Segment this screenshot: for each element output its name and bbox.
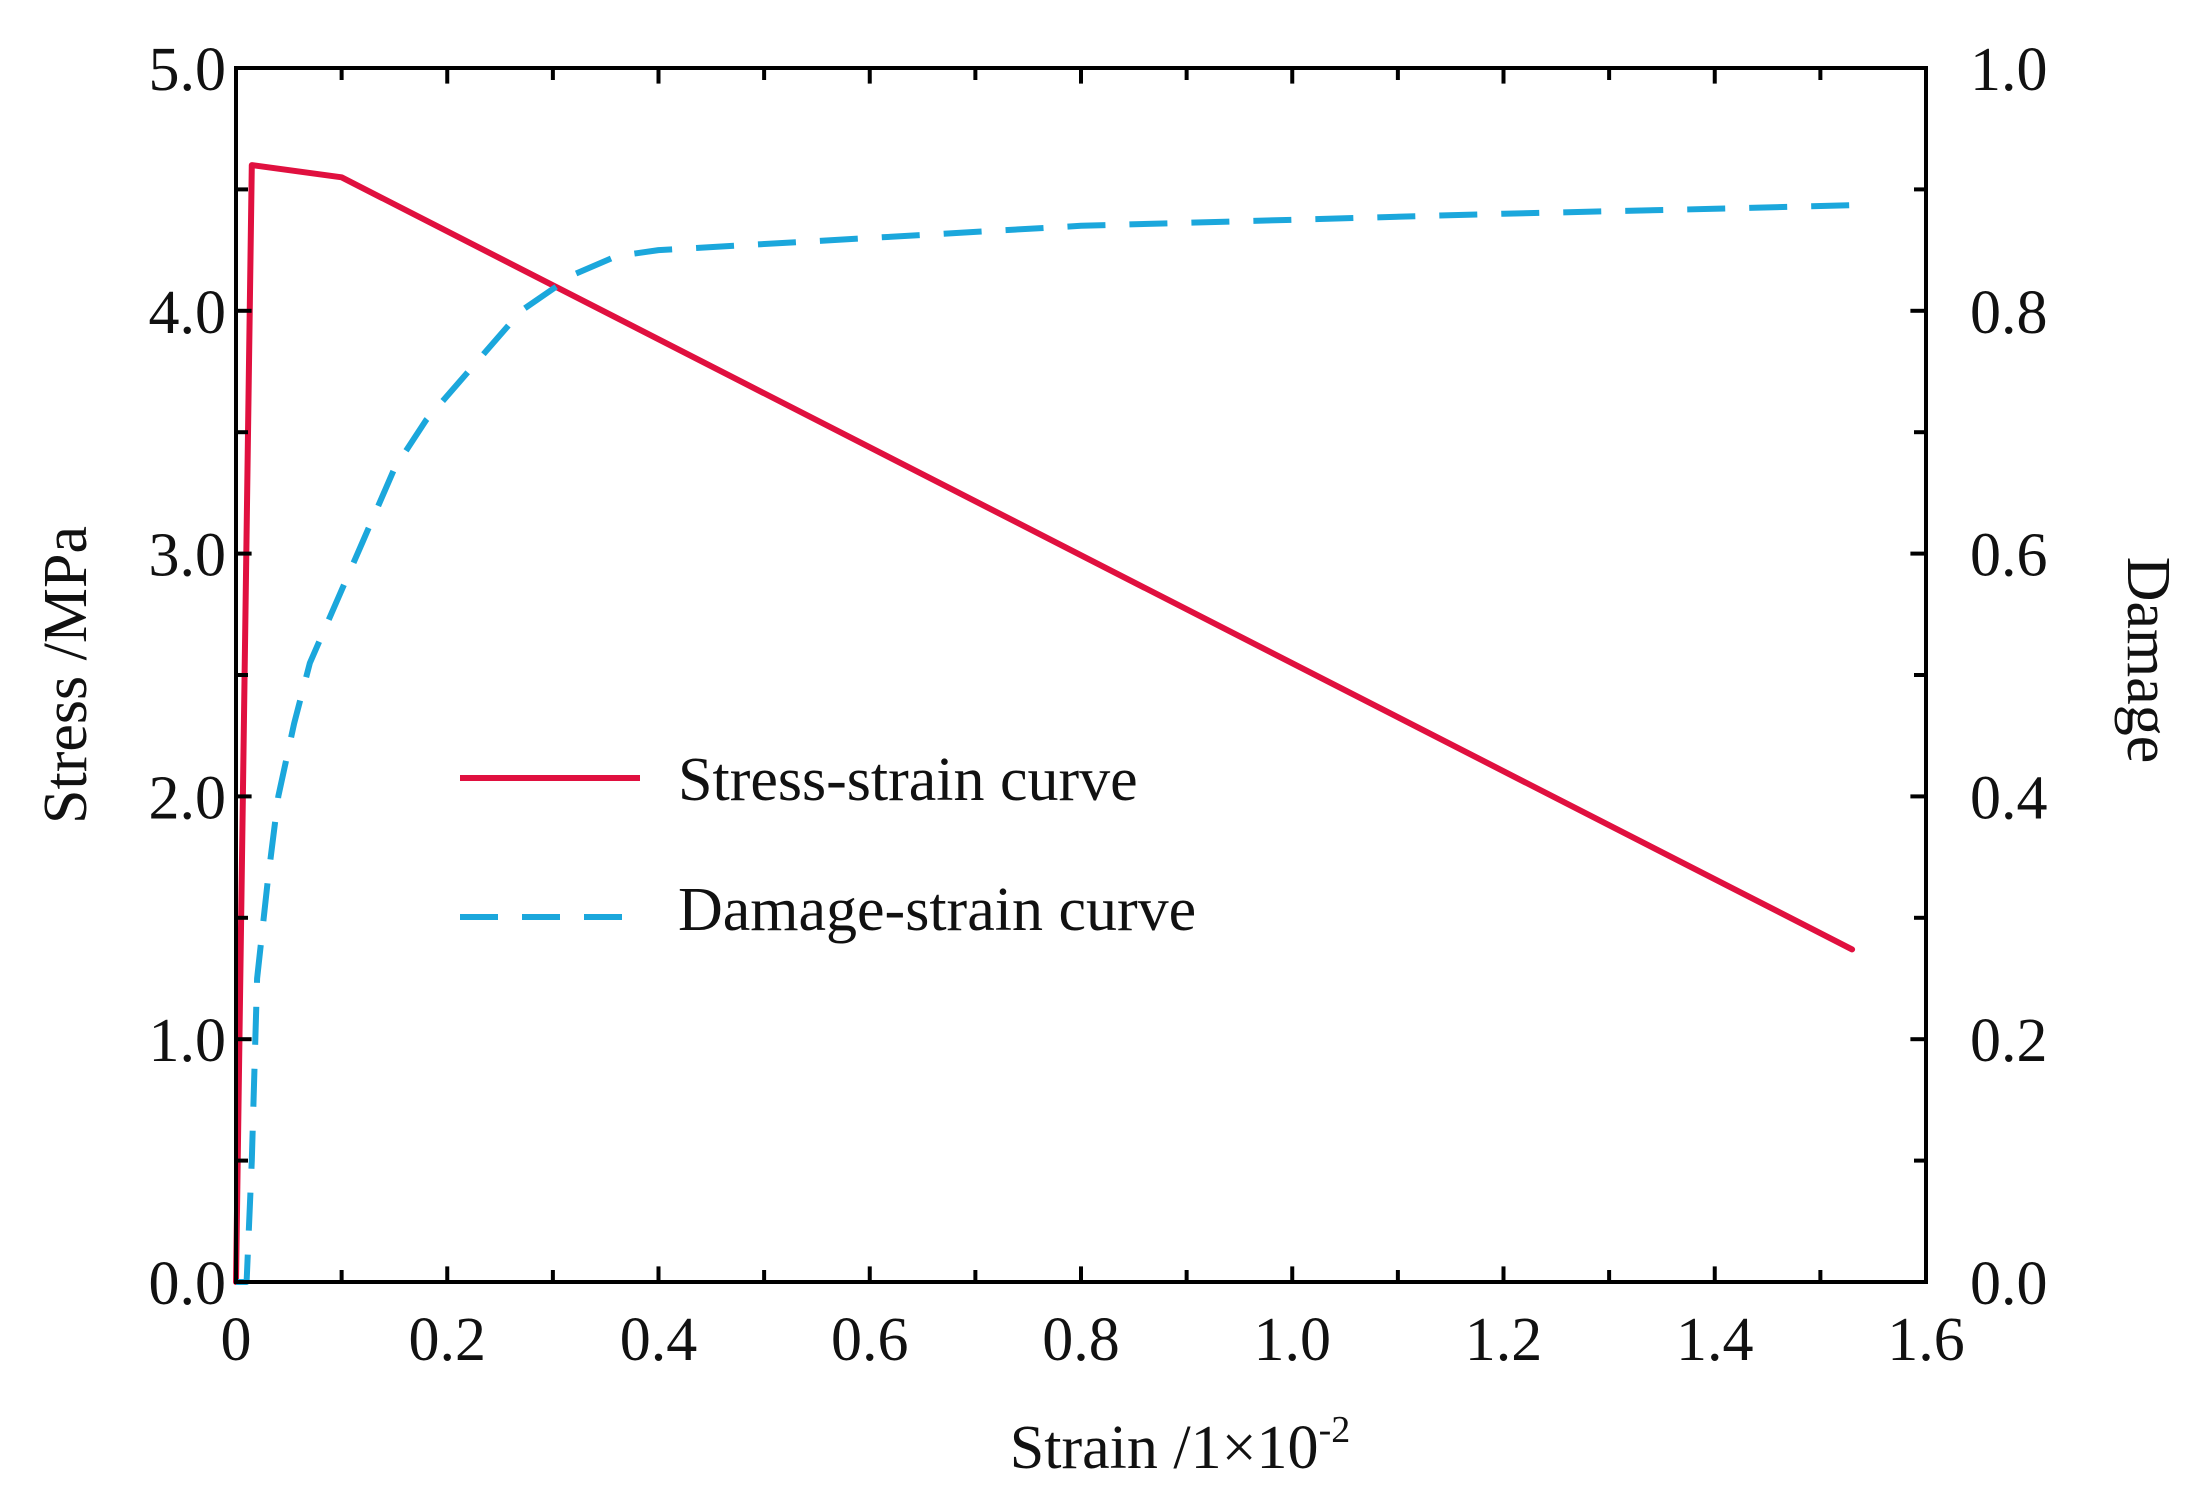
y-left-axis-title: Stress /MPa: [32, 526, 100, 824]
x-tick-label: 0.4: [620, 1306, 698, 1374]
x-tick-label: 1.4: [1676, 1306, 1754, 1374]
x-tick-label: 0: [221, 1306, 252, 1374]
x-tick-label: 0.8: [1042, 1306, 1120, 1374]
damage-strain-line: [236, 202, 1853, 1285]
axis-ticks: [234, 66, 1928, 1284]
y-right-tick-label: 0.8: [1970, 279, 2048, 347]
y-right-tick-label: 1.0: [1970, 36, 2048, 104]
axis-tick-labels: 0 0.2 0.4 0.6 0.8 1.0 1.2 1.4 1.60.01.02.03.04.0…: [149, 36, 2048, 1374]
x-axis-title-exponent: -2: [1319, 1409, 1351, 1451]
y-right-tick-label: 0.2: [1970, 1007, 2048, 1075]
x-tick-label: 0.6: [831, 1306, 909, 1374]
y-left-tick-label: 4.0: [149, 279, 227, 347]
legend-label-damage: Damage-strain curve: [678, 876, 1196, 944]
y-left-tick-label: 1.0: [149, 1007, 227, 1075]
y-left-tick-label: 2.0: [149, 764, 227, 832]
x-tick-label: 0.2: [409, 1306, 487, 1374]
plot-curves: [233, 162, 1856, 1285]
y-right-tick-label: 0.0: [1970, 1250, 2048, 1318]
x-tick-label: 1.6: [1887, 1306, 1965, 1374]
y-left-tick-label: 0.0: [149, 1250, 227, 1318]
legend: Stress-strain curve Damage-strain curve: [460, 746, 1196, 944]
x-axis-title-base: Strain /1×10: [1010, 1414, 1319, 1482]
y-right-tick-label: 0.4: [1970, 764, 2048, 832]
x-tick-label: 1.2: [1465, 1306, 1543, 1374]
stress-strain-line: [233, 162, 1856, 1285]
x-axis-title: Strain /1×10-2: [1010, 1409, 1350, 1482]
y-right-tick-label: 0.6: [1970, 522, 2048, 590]
y-right-axis-title: Damage: [2114, 557, 2182, 764]
y-left-tick-label: 3.0: [149, 522, 227, 590]
x-tick-label: 1.0: [1254, 1306, 1332, 1374]
legend-label-stress: Stress-strain curve: [678, 746, 1138, 814]
y-left-tick-label: 5.0: [149, 36, 227, 104]
